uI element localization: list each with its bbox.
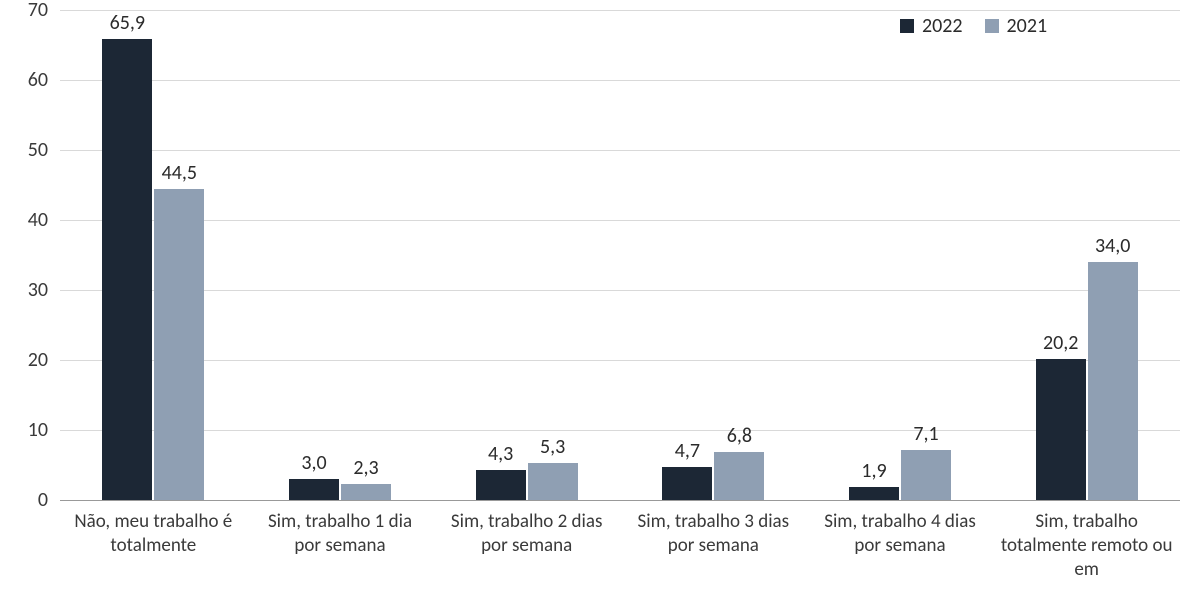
bar-2022-2	[476, 470, 526, 500]
gridline	[60, 360, 1180, 361]
category-label: Não, meu trabalho é totalmente	[66, 510, 241, 558]
bar-2021-0	[154, 189, 204, 501]
bar-2022-4	[849, 487, 899, 500]
gridline	[60, 80, 1180, 81]
y-tick-label: 20	[0, 348, 48, 372]
bar-value-label: 1,9	[861, 459, 886, 483]
gridline	[60, 430, 1180, 431]
bar-2021-4	[901, 450, 951, 500]
bar-2022-5	[1036, 359, 1086, 500]
category-label: Sim, trabalho 2 dias por semana	[439, 510, 614, 558]
bar-value-label: 6,8	[727, 424, 752, 448]
bar-value-label: 4,7	[675, 439, 700, 463]
legend: 2022 2021	[900, 14, 1047, 38]
plot-area: 65,9 44,5 3,0 2,3 4,3 5,3 4,7 6,8 1,9 7,1 20,2 34,0	[60, 10, 1180, 500]
y-tick-label: 30	[0, 278, 48, 302]
bar-value-label: 65,9	[110, 11, 145, 35]
bar-value-label: 5,3	[540, 435, 565, 459]
y-tick-label: 50	[0, 138, 48, 162]
legend-label: 2022	[922, 14, 963, 38]
legend-swatch	[985, 19, 999, 33]
bar-value-label: 34,0	[1095, 234, 1130, 258]
legend-item-2021: 2021	[985, 14, 1048, 38]
y-tick-label: 0	[0, 488, 48, 512]
category-label: Sim, trabalho 3 dias por semana	[626, 510, 801, 558]
bar-2022-0	[102, 39, 152, 500]
bar-value-label: 20,2	[1043, 331, 1078, 355]
bar-value-label: 3,0	[301, 451, 326, 475]
bar-2021-1	[341, 484, 391, 500]
y-tick-label: 70	[0, 0, 48, 22]
bar-2022-3	[662, 467, 712, 500]
category-label: Sim, trabalho 4 dias por semana	[813, 510, 988, 558]
category-label: Sim, trabalho 1 dia por semana	[253, 510, 428, 558]
legend-swatch	[900, 19, 914, 33]
bar-value-label: 7,1	[913, 422, 938, 446]
x-axis-line	[60, 500, 1180, 501]
gridline	[60, 10, 1180, 11]
legend-item-2022: 2022	[900, 14, 963, 38]
y-tick-label: 40	[0, 208, 48, 232]
legend-label: 2021	[1007, 14, 1048, 38]
remote-work-bar-chart: 65,9 44,5 3,0 2,3 4,3 5,3 4,7 6,8 1,9 7,1 20,2 34,0…	[0, 0, 1200, 600]
bar-2021-2	[528, 463, 578, 500]
bar-2022-1	[289, 479, 339, 500]
category-label: Sim, trabalho totalmente remoto ou em	[999, 510, 1174, 581]
bar-value-label: 44,5	[162, 161, 197, 185]
y-tick-label: 10	[0, 418, 48, 442]
gridline	[60, 290, 1180, 291]
y-tick-label: 60	[0, 68, 48, 92]
gridline	[60, 150, 1180, 151]
bar-value-label: 4,3	[488, 442, 513, 466]
bar-value-label: 2,3	[353, 456, 378, 480]
bar-2021-3	[714, 452, 764, 500]
gridline	[60, 220, 1180, 221]
bar-2021-5	[1088, 262, 1138, 500]
